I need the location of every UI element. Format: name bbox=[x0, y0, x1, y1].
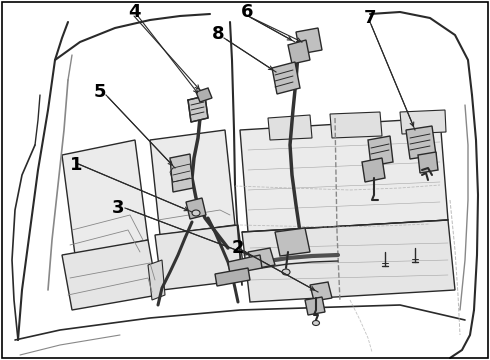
Ellipse shape bbox=[313, 320, 319, 325]
Polygon shape bbox=[368, 136, 393, 166]
Text: 6: 6 bbox=[241, 3, 253, 21]
Text: 4: 4 bbox=[128, 3, 140, 21]
Polygon shape bbox=[248, 248, 275, 269]
Polygon shape bbox=[62, 140, 148, 255]
Polygon shape bbox=[196, 88, 212, 102]
Polygon shape bbox=[275, 228, 310, 256]
Polygon shape bbox=[296, 28, 322, 54]
Polygon shape bbox=[170, 154, 193, 192]
Polygon shape bbox=[268, 115, 312, 140]
Polygon shape bbox=[228, 255, 262, 274]
Polygon shape bbox=[330, 112, 382, 138]
Polygon shape bbox=[288, 40, 310, 64]
Polygon shape bbox=[362, 158, 385, 182]
Text: 1: 1 bbox=[70, 156, 82, 174]
Text: 2: 2 bbox=[232, 239, 244, 257]
Polygon shape bbox=[272, 62, 300, 94]
Polygon shape bbox=[186, 198, 206, 219]
Polygon shape bbox=[242, 220, 455, 302]
Text: 3: 3 bbox=[112, 199, 124, 217]
Polygon shape bbox=[310, 282, 332, 301]
Ellipse shape bbox=[282, 269, 290, 275]
Polygon shape bbox=[62, 240, 158, 310]
Text: 8: 8 bbox=[212, 25, 224, 43]
Polygon shape bbox=[150, 130, 235, 235]
Ellipse shape bbox=[192, 210, 200, 216]
Text: 5: 5 bbox=[94, 83, 106, 101]
Polygon shape bbox=[305, 297, 325, 315]
Polygon shape bbox=[148, 260, 165, 300]
Polygon shape bbox=[188, 96, 208, 122]
Polygon shape bbox=[400, 110, 446, 134]
Text: 7: 7 bbox=[364, 9, 376, 27]
Polygon shape bbox=[418, 152, 438, 173]
Polygon shape bbox=[155, 225, 245, 290]
Polygon shape bbox=[240, 118, 448, 232]
Polygon shape bbox=[406, 126, 436, 159]
Polygon shape bbox=[215, 268, 250, 286]
